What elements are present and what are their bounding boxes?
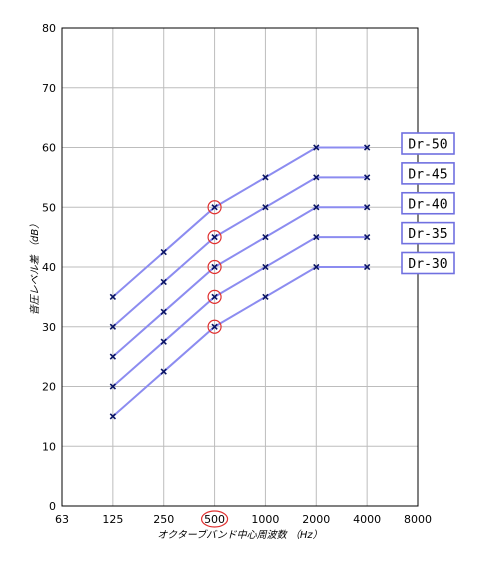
y-tick-label: 10 xyxy=(42,440,56,453)
y-tick-label: 50 xyxy=(42,201,56,214)
x-axis-title: オクターブバンド中心周波数 （Hz） xyxy=(157,529,322,541)
data-point-marker xyxy=(211,293,218,301)
series-label-box: Dr-30 xyxy=(401,251,455,275)
y-axis-title: 音圧レベル差 （dB） xyxy=(29,219,41,315)
data-point-marker xyxy=(109,293,117,301)
data-point-marker xyxy=(109,413,117,420)
highlight-circle xyxy=(207,259,222,275)
y-tick-label: 20 xyxy=(42,381,56,394)
data-point-marker xyxy=(262,293,269,301)
series-label-text: Dr-45 xyxy=(408,167,447,182)
data-point-marker xyxy=(363,144,371,151)
x-tick-label: 500 xyxy=(204,513,225,526)
highlight-circles xyxy=(207,200,222,334)
series-label-box: Dr-35 xyxy=(401,221,455,245)
series-Dr-45 xyxy=(109,174,371,330)
y-tick-label: 40 xyxy=(42,261,56,274)
highlight-circle xyxy=(207,230,222,245)
series-label-text: Dr-40 xyxy=(408,197,447,212)
data-point-marker xyxy=(211,323,218,330)
x-tick-labels: 63 125 250 500 1000 2000 4000 8000 xyxy=(55,510,432,528)
x-tick-label: 8000 xyxy=(404,513,432,526)
series-layer xyxy=(109,144,371,420)
y-tick-label: 80 xyxy=(42,22,56,35)
y-tick-label: 30 xyxy=(42,321,56,334)
data-point-marker xyxy=(262,204,269,211)
data-point-marker xyxy=(160,248,167,256)
data-point-marker xyxy=(363,233,371,241)
data-point-marker xyxy=(211,233,218,241)
series-Dr-35 xyxy=(109,233,371,390)
data-point-marker xyxy=(160,338,167,345)
data-point-marker xyxy=(109,383,117,390)
x-tick-label: 250 xyxy=(153,513,174,526)
series-label-box: Dr-40 xyxy=(401,191,455,215)
data-point-marker xyxy=(363,263,371,271)
series-Dr-30 xyxy=(109,263,371,420)
highlight-circle xyxy=(207,200,222,215)
data-point-marker xyxy=(363,204,371,211)
data-point-marker xyxy=(160,368,167,375)
series-line xyxy=(112,206,368,358)
y-tick-label: 0 xyxy=(49,500,56,513)
data-point-marker xyxy=(109,323,117,330)
x-tick-label: 4000 xyxy=(353,513,381,526)
series-Dr-40 xyxy=(109,204,371,360)
data-point-marker xyxy=(211,204,218,211)
series-label-text: Dr-50 xyxy=(408,138,447,153)
series-label-text: Dr-30 xyxy=(408,257,447,272)
data-point-marker xyxy=(109,353,117,360)
series-label-box: Dr-50 xyxy=(401,132,455,155)
x-tick-label: 2000 xyxy=(302,513,330,526)
data-point-marker xyxy=(262,233,269,241)
y-tick-labels: 0 10 20 30 40 50 60 70 80 xyxy=(42,22,56,513)
data-point-marker xyxy=(313,204,320,211)
data-point-marker xyxy=(313,233,320,241)
data-point-marker xyxy=(262,174,269,181)
data-point-marker xyxy=(313,144,320,151)
series-line xyxy=(112,236,368,388)
data-point-marker xyxy=(363,174,371,181)
y-tick-label: 60 xyxy=(42,142,56,155)
series-label-box: Dr-45 xyxy=(401,162,455,185)
series-label-text: Dr-35 xyxy=(408,227,447,242)
y-tick-label: 70 xyxy=(42,82,56,95)
highlight-circle xyxy=(207,319,222,334)
x-tick-label: 125 xyxy=(102,513,123,526)
series-line xyxy=(112,176,368,328)
highlight-circle xyxy=(207,289,222,304)
series-labels: Dr-50 Dr-45 Dr-40 Dr-35 Dr-30 xyxy=(401,132,455,275)
data-point-marker xyxy=(160,308,167,315)
data-point-marker xyxy=(160,278,167,286)
x-tick-label: 1000 xyxy=(251,513,279,526)
series-Dr-50 xyxy=(109,144,371,301)
data-point-marker xyxy=(313,174,320,181)
data-point-marker xyxy=(211,263,218,271)
x-tick-label: 63 xyxy=(55,513,69,526)
data-point-marker xyxy=(262,263,269,271)
x-tick-highlight-circle xyxy=(200,510,229,528)
data-point-marker xyxy=(313,263,320,271)
series-line xyxy=(112,266,368,418)
series-line xyxy=(112,146,368,298)
